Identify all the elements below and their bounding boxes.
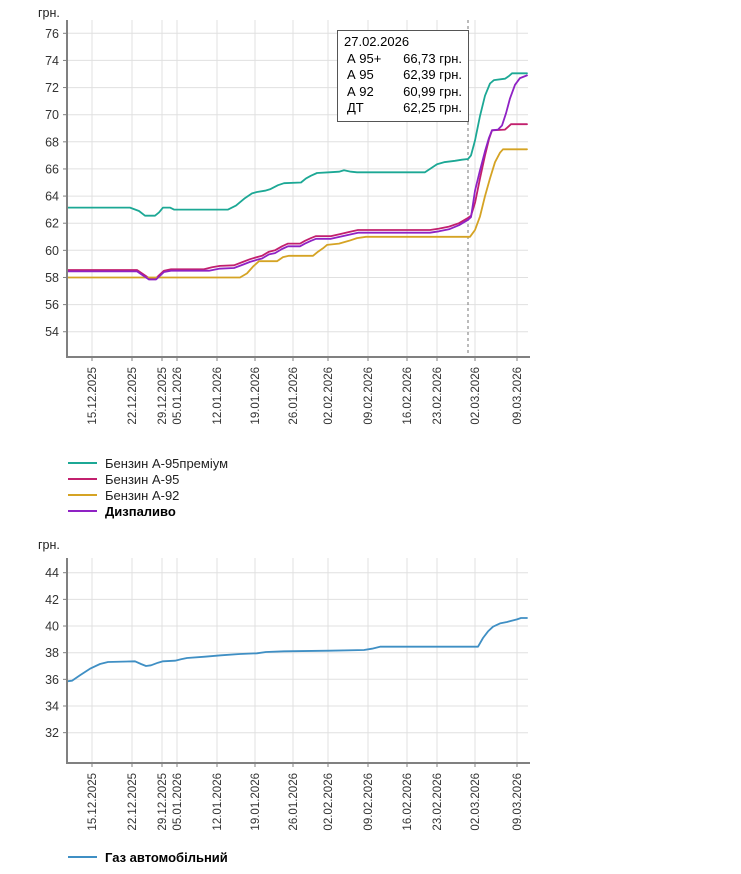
y-axis-unit-label: грн. — [38, 6, 60, 20]
y-tick-label: 38 — [45, 646, 59, 660]
x-tick-label: 02.02.2026 — [323, 773, 335, 831]
y-tick-label: 72 — [45, 81, 59, 95]
y-tick-label: 36 — [45, 673, 59, 687]
gas-chart-legend: Газ автомобільний — [68, 849, 228, 865]
legend-label: Бензин А-92 — [105, 487, 180, 503]
series-line — [66, 123, 528, 280]
tooltip-fuel-price: 60,99 грн. — [403, 83, 462, 99]
tooltip-fuel-name: А 95 — [347, 67, 374, 82]
x-tick-label: 12.01.2026 — [212, 367, 224, 425]
x-tick-label: 05.01.2026 — [172, 367, 184, 425]
tooltip-fuel-price: 62,39 грн. — [403, 67, 462, 82]
y-tick-label: 54 — [45, 325, 59, 339]
legend-item-dyzpalyvo[interactable]: Дизпаливо — [68, 503, 228, 519]
x-tick-label: 22.12.2025 — [127, 367, 139, 425]
tooltip-fuel-price: 66,73 грн. — [403, 50, 462, 66]
tooltip-row: ДТ 62,25 грн. — [344, 100, 462, 117]
gas-price-chart: 44 42 40 38 36 34 32 15.12.2025 22.12.2025 29.12.… — [38, 538, 530, 831]
tooltip-fuel-name: ДТ — [347, 100, 364, 115]
x-tick-label: 23.02.2026 — [432, 367, 444, 425]
x-tick-label: 29.12.2025 — [157, 773, 169, 831]
x-tick-label: 16.02.2026 — [402, 773, 414, 831]
x-tick-label: 05.01.2026 — [172, 773, 184, 831]
fuel-prices-chart: 76 74 72 70 68 66 64 62 60 58 56 54 15.12.2025 22.12.… — [38, 6, 530, 425]
tooltip-fuel-price: 62,25 грн. — [403, 100, 462, 115]
legend-item-benzin-a92[interactable]: Бензин А-92 — [68, 487, 228, 503]
tooltip-row: А 92 60,99 грн. — [344, 84, 462, 101]
y-tick-label: 74 — [45, 54, 59, 68]
y-tick-label: 70 — [45, 108, 59, 122]
legend-item-benzin-a95[interactable]: Бензин А-95 — [68, 471, 228, 487]
fuel-chart-legend: Бензин А-95преміум Бензин А-95 Бензин А-… — [68, 455, 228, 519]
x-tick-label: 02.03.2026 — [470, 773, 482, 831]
series-line — [66, 74, 528, 281]
x-tick-label: 09.02.2026 — [363, 773, 375, 831]
legend-label: Газ автомобільний — [105, 849, 228, 865]
series-color-swatch — [68, 856, 97, 858]
series-color-swatch — [68, 462, 97, 464]
chart-tooltip: 27.02.2026 А 95+ 66,73 грн. А 95 62,39 г… — [337, 30, 469, 122]
y-tick-label: 32 — [45, 726, 59, 740]
tooltip-fuel-name: А 92 — [347, 83, 374, 99]
y-tick-label: 58 — [45, 271, 59, 285]
x-tick-label: 16.02.2026 — [402, 367, 414, 425]
y-tick-label: 76 — [45, 27, 59, 41]
y-tick-label: 64 — [45, 190, 59, 204]
series-color-swatch — [68, 494, 97, 496]
x-tick-label: 22.12.2025 — [127, 773, 139, 831]
x-tick-label: 02.02.2026 — [323, 367, 335, 425]
y-tick-label: 40 — [45, 620, 59, 634]
x-tick-label: 12.01.2026 — [212, 773, 224, 831]
y-tick-label: 56 — [45, 298, 59, 312]
tooltip-row: А 95+ 66,73 грн. — [344, 51, 462, 68]
legend-item-benzin-a95-premium[interactable]: Бензин А-95преміум — [68, 455, 228, 471]
x-tick-label: 09.03.2026 — [512, 773, 524, 831]
legend-label: Бензин А-95 — [105, 471, 180, 487]
y-tick-label: 68 — [45, 135, 59, 149]
series-line — [66, 72, 528, 217]
y-tick-label: 62 — [45, 217, 59, 231]
y-tick-label: 42 — [45, 593, 59, 607]
tooltip-date: 27.02.2026 — [344, 34, 410, 49]
legend-label: Бензин А-95преміум — [105, 455, 229, 471]
x-tick-label: 02.03.2026 — [470, 367, 482, 425]
y-tick-label: 34 — [45, 700, 59, 714]
x-tick-label: 09.02.2026 — [363, 367, 375, 425]
y-tick-label: 60 — [45, 244, 59, 258]
x-tick-label: 26.01.2026 — [288, 367, 300, 425]
legend-item-gaz-avtomobilnyi[interactable]: Газ автомобільний — [68, 849, 228, 865]
x-tick-label: 15.12.2025 — [87, 773, 99, 831]
series-color-swatch — [68, 510, 97, 512]
x-tick-label: 15.12.2025 — [87, 367, 99, 425]
y-tick-label: 66 — [45, 162, 59, 176]
y-axis-unit-label: грн. — [38, 538, 60, 552]
y-tick-label: 44 — [45, 566, 59, 580]
x-tick-label: 19.01.2026 — [250, 367, 262, 425]
series-line — [66, 617, 528, 683]
x-tick-label: 26.01.2026 — [288, 773, 300, 831]
series-line — [66, 148, 528, 279]
x-tick-label: 29.12.2025 — [157, 367, 169, 425]
x-tick-label: 23.02.2026 — [432, 773, 444, 831]
x-tick-label: 19.01.2026 — [250, 773, 262, 831]
tooltip-row: А 95 62,39 грн. — [344, 67, 462, 84]
tooltip-fuel-name: А 95+ — [347, 50, 382, 66]
legend-label: Дизпаливо — [105, 503, 176, 519]
series-color-swatch — [68, 478, 97, 480]
x-tick-label: 09.03.2026 — [512, 367, 524, 425]
